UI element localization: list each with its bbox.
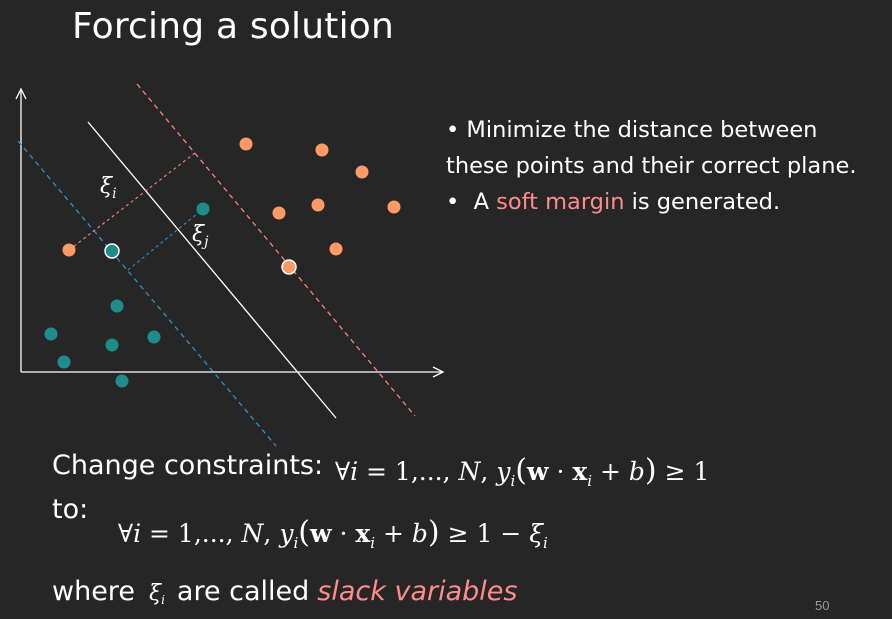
slack-i-segment: [68, 152, 196, 251]
positive-misclassified-point: [62, 243, 76, 257]
bullet-item-2-suffix: is generated.: [624, 189, 781, 215]
bullet-item-1-line-1: • Minimize the distance between: [446, 117, 818, 143]
original-constraint-formula: ∀i = 1,..., N, yi(w · xi + b) ≥ 1: [335, 453, 710, 490]
xi-i-symbol: ξi: [148, 581, 165, 607]
negative-point: [196, 202, 210, 216]
negative-point: [57, 355, 71, 369]
positive-point: [239, 137, 253, 151]
slack-j-segment: [127, 208, 204, 271]
where-label: where: [52, 576, 135, 607]
positive-point: [315, 143, 329, 157]
negative-point: [105, 338, 119, 352]
positive-point: [387, 200, 401, 214]
negative-support-point: [104, 243, 120, 259]
negative-point: [110, 299, 124, 313]
positive-point: [311, 198, 325, 212]
negative-point: [115, 374, 129, 388]
to-label: to:: [52, 494, 89, 525]
x-axis-arrowhead: [432, 366, 445, 378]
called-label: are called: [176, 576, 310, 607]
bullet-item-1-line-2: these points and their correct plane.: [446, 153, 857, 179]
positive-point: [355, 165, 369, 179]
y-axis-arrowhead: [15, 87, 27, 100]
bullet-item-2: • A soft margin is generated.: [446, 184, 892, 220]
bullet-list: • Minimize the distance between these po…: [446, 112, 892, 220]
slack-variables-highlight: slack variables: [317, 576, 518, 607]
hyperplane-line: [87, 121, 337, 419]
axes: [15, 87, 445, 378]
bullet-item-2-prefix: • A: [446, 189, 497, 215]
xi-j-label: ξj: [192, 222, 209, 250]
page-number: 50: [815, 598, 830, 613]
negative-margin-line: [17, 140, 277, 447]
positive-class-points: [62, 137, 401, 275]
change-constraints-label: Change constraints:: [52, 450, 324, 481]
positive-point: [329, 242, 343, 256]
negative-point: [147, 330, 161, 344]
soft-constraint-formula: ∀i = 1,..., N, yi(w · xi + b) ≥ 1 − ξi: [118, 515, 548, 552]
footer-sentence: where ξi are called slack variables: [52, 576, 517, 607]
slide-title: Forcing a solution: [72, 6, 395, 47]
xi-i-label: ξi: [100, 174, 117, 202]
negative-point: [44, 327, 58, 341]
positive-margin-line: [136, 83, 416, 417]
negative-class-points: [44, 202, 210, 388]
positive-point: [272, 206, 286, 220]
positive-support-point: [281, 259, 297, 275]
soft-margin-highlight: soft margin: [496, 189, 625, 215]
